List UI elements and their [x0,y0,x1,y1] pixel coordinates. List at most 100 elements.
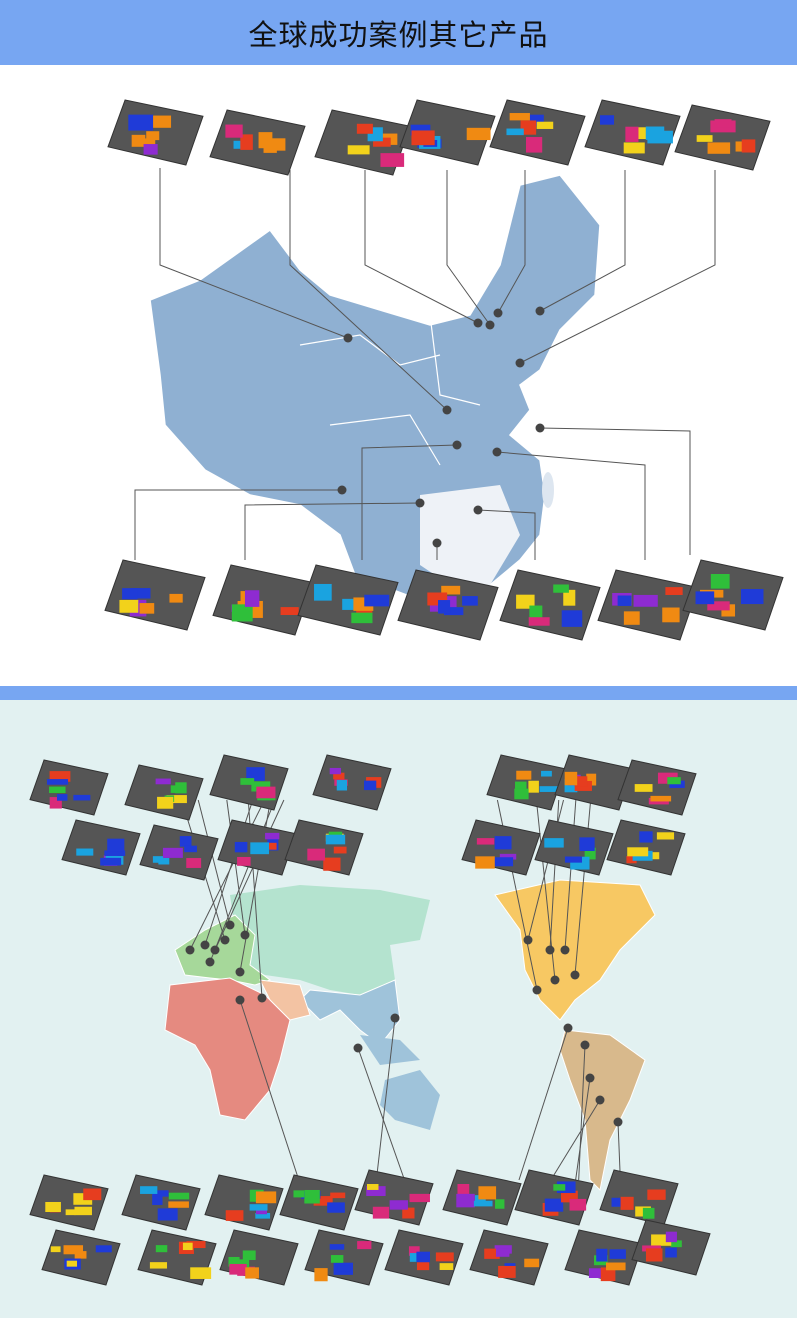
thumbnail-zone [73,794,91,801]
thumbnail-zone [476,838,495,845]
thumbnail-zone [63,1245,84,1255]
leader-line [550,1099,601,1181]
thumbnail-zone [478,1186,497,1200]
location-marker [235,995,245,1005]
thumbnail-floor [599,1169,679,1226]
thumbnail-zone [157,796,174,809]
thumbnail-zone [255,1212,271,1219]
thumbnail-zone [304,1189,320,1204]
world-map-svg [29,754,711,1286]
thumbnail-zone [263,144,277,153]
trampoline-park-thumbnail-icon [399,99,496,166]
trampoline-park-thumbnail-icon [606,819,686,876]
thumbnail-zone [333,772,345,780]
thumbnail-zone [149,1262,168,1269]
trampoline-park-thumbnail-icon [599,1169,679,1226]
leader-line [497,170,526,314]
thumbnail-zone [366,1186,386,1196]
trampoline-park-thumbnail-icon [674,104,771,171]
leader-line [159,168,349,339]
page-title: 全球成功案例其它产品 [248,17,549,52]
thumbnail-zone [364,594,390,607]
thumbnail-zone [516,594,535,609]
south-america-shape [559,1029,646,1192]
thumbnail-zone [579,837,595,852]
trampoline-park-thumbnail-icon [104,559,206,631]
thumbnail-zone [441,585,461,595]
thumbnail-zone [45,1201,61,1213]
thumbnail-zone [250,842,270,855]
location-marker [485,320,495,330]
thumbnail-zone [337,1265,351,1272]
thumbnail-zone [410,124,431,136]
thumbnail-zone [225,124,243,138]
province-borders [299,314,481,466]
thumbnail-zone [155,1245,168,1253]
thumbnail-zone [563,589,576,606]
trampoline-park-thumbnail-icon [397,569,499,641]
thumbnail-zone [95,1245,112,1253]
location-marker [337,485,347,495]
thumbnail-zone [599,115,615,125]
thumbnail-zone [169,593,183,603]
thumbnail-zone [146,131,160,141]
thumbnail-zone [553,1184,566,1191]
trampoline-park-thumbnail-icon [107,99,204,166]
location-marker [220,935,230,945]
thumbnail-floor [104,559,206,631]
thumbnail-zone [347,145,370,155]
thumbnail-floor [514,1169,594,1226]
thumbnail-zone [574,776,588,787]
location-marker [432,538,442,548]
thumbnail-zone [152,1196,163,1205]
thumbnail-zone [256,786,276,799]
trampoline-park-thumbnail-icon [219,1229,299,1286]
trampoline-park-thumbnail-icon [354,1169,434,1226]
thumbnail-zone [258,132,273,149]
location-marker [415,498,425,508]
location-marker [257,993,267,1003]
thumbnail-zone [735,141,748,152]
leader-line [239,999,300,1181]
trampoline-park-thumbnail-icon [297,564,399,636]
china-region-south [420,485,520,585]
thumbnail-zone [475,856,495,869]
thumbnail-zone [606,1262,626,1271]
thumbnail-zone [596,1248,608,1262]
thumbnail-zone [128,114,154,131]
leader-line [361,444,458,560]
africa-shape [164,977,291,1121]
thumbnail-zone [168,1192,190,1200]
location-marker [560,945,570,955]
thumbnail-zone [240,134,253,150]
leader-line [518,1027,569,1181]
thumbnail-zone [231,1259,250,1269]
thumbnail-zone [333,846,347,854]
thumbnail-zone [439,1263,454,1270]
thumbnail-zone [416,1251,430,1263]
thumbnail-zone [496,1248,510,1257]
location-marker [585,1073,595,1083]
thumbnail-zone [83,1188,102,1201]
trampoline-park-thumbnail-icon [41,1229,121,1286]
australia-shape [380,1070,440,1130]
trampoline-park-thumbnail-icon [682,559,784,631]
thumbnail-zone [529,605,543,620]
location-marker [523,935,533,945]
thumbnail-zone [56,794,68,801]
location-marker [515,358,525,368]
thumbnail-floor [499,569,601,641]
thumbnail-zone [561,1190,578,1203]
thumbnail-zone [122,588,138,600]
thumbnail-zone [617,595,632,606]
leader-line [575,1077,591,1181]
location-marker [532,985,542,995]
thumbnail-zone [656,832,675,840]
thumbnail-zone [357,1241,372,1250]
thumbnail-zone [494,836,512,850]
taiwan-shape [542,472,554,508]
leader-line [134,489,342,560]
leader-line [519,170,716,364]
thumbnail-zone [627,847,649,857]
trampoline-park-thumbnail-icon [384,1229,464,1286]
